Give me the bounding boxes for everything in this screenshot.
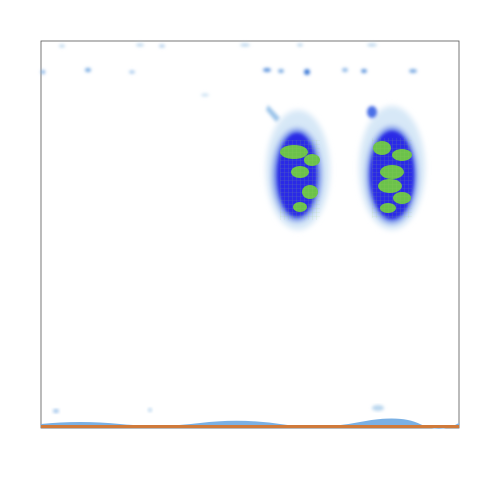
bottom-band — [41, 405, 459, 429]
blob-right — [359, 106, 425, 230]
plot-area — [40, 40, 460, 429]
blob-left — [266, 105, 330, 230]
frame — [40, 40, 460, 429]
top-specks — [41, 43, 417, 97]
